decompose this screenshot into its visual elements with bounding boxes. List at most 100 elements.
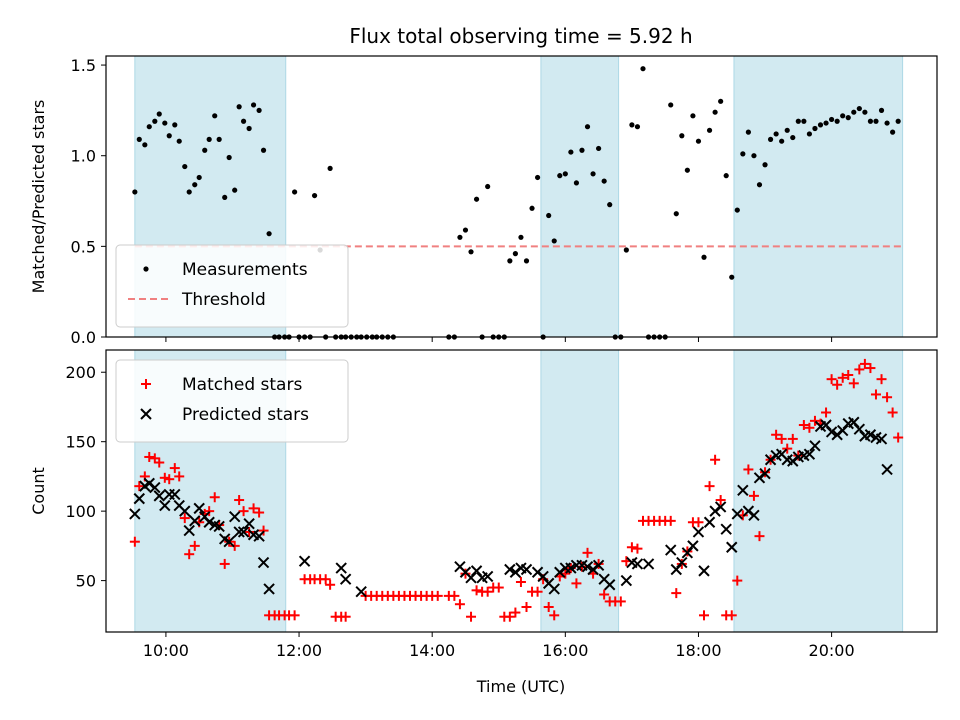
- measurement-point: [176, 138, 182, 144]
- measurement-point: [751, 153, 757, 159]
- plot-frame: [105, 349, 938, 633]
- predicted-point: [698, 565, 710, 577]
- series-measurements: [132, 66, 901, 340]
- matched-point: [787, 433, 798, 444]
- predicted-point: [726, 541, 738, 553]
- predicted-point: [233, 526, 245, 538]
- predicted-point: [825, 426, 838, 438]
- measurement-point: [546, 212, 552, 219]
- predicted-point: [504, 563, 516, 576]
- measurement-point: [601, 178, 607, 184]
- matched-point: [771, 429, 782, 440]
- predicted-point: [339, 573, 352, 585]
- measurement-point: [146, 124, 152, 130]
- legend-box: [115, 244, 349, 328]
- predicted-point: [703, 516, 716, 528]
- x-axis-label: Time (UTC): [476, 677, 565, 696]
- predicted-point: [687, 540, 699, 552]
- matched-point: [754, 531, 765, 542]
- legend: Matched stars Predicted stars: [115, 359, 349, 443]
- shaded-interval: [733, 55, 904, 338]
- matched-point: [515, 576, 526, 587]
- predicted-point: [149, 481, 161, 494]
- predicted-point: [133, 492, 145, 505]
- matched-point: [710, 454, 721, 465]
- predicted-point: [335, 562, 347, 574]
- predicted-point: [243, 517, 255, 530]
- predicted-point: [481, 570, 494, 583]
- matched-point: [743, 464, 754, 475]
- measurement-point: [596, 145, 602, 152]
- legend-marker: [140, 408, 152, 420]
- measurement-point: [568, 149, 574, 155]
- measurement-point: [551, 238, 557, 244]
- measurement-point: [790, 134, 796, 141]
- y-axis-label: Count: [29, 467, 48, 515]
- predicted-point: [592, 559, 605, 572]
- x-tick-label: 16:00: [542, 641, 588, 660]
- matched-point: [234, 495, 245, 506]
- matched-point: [626, 542, 637, 553]
- measurement-point: [784, 127, 790, 133]
- measurement-point: [226, 154, 232, 161]
- matched-point: [748, 490, 759, 501]
- matched-point: [798, 420, 809, 431]
- shaded-interval: [733, 349, 904, 633]
- matched-point: [893, 432, 904, 443]
- matched-point: [782, 443, 793, 454]
- measurement-point: [327, 165, 333, 171]
- matched-point: [876, 374, 887, 385]
- predicted-point: [620, 574, 633, 587]
- measurement-point: [136, 136, 142, 142]
- measurement-point: [142, 142, 148, 148]
- matched-point: [449, 590, 460, 601]
- matched-point: [832, 379, 843, 390]
- measurement-point: [172, 122, 178, 128]
- matched-point: [254, 507, 265, 518]
- measurement-point: [562, 171, 568, 177]
- measurement-point: [523, 258, 530, 264]
- matched-point: [859, 358, 870, 369]
- y-tick-label: 200: [65, 363, 96, 382]
- measurement-point: [856, 105, 862, 112]
- measurement-point: [884, 120, 890, 126]
- predicted-point: [153, 490, 165, 502]
- measurement-point: [232, 187, 238, 193]
- predicted-point: [603, 579, 616, 591]
- measurement-point: [507, 258, 513, 264]
- series-matched-stars: [129, 358, 904, 622]
- predicted-point: [676, 556, 688, 569]
- matched-point: [482, 586, 493, 597]
- measurement-point: [795, 118, 801, 124]
- legend-marker: [141, 379, 151, 389]
- predicted-point: [169, 488, 181, 501]
- measurement-point: [634, 124, 641, 130]
- x-tick-label: 12:00: [276, 641, 322, 660]
- legend-box: [115, 359, 349, 443]
- measurement-point: [773, 131, 779, 137]
- x-tick-label: 10:00: [143, 641, 189, 660]
- measurement-point: [250, 102, 257, 108]
- matched-point: [466, 611, 477, 622]
- measurement-point: [673, 211, 679, 217]
- matched-point: [454, 599, 465, 610]
- matched-point: [826, 374, 837, 385]
- matched-point: [726, 610, 737, 621]
- matched-point: [809, 415, 820, 426]
- matched-point: [704, 481, 715, 492]
- measurement-point: [457, 234, 463, 240]
- predicted-point: [193, 502, 205, 515]
- matched-point: [179, 513, 190, 524]
- predicted-point: [714, 501, 727, 513]
- measurement-point: [878, 107, 885, 113]
- measurement-point: [740, 151, 746, 157]
- measurement-point: [828, 116, 835, 123]
- predicted-point: [875, 433, 888, 445]
- measurement-point: [890, 129, 896, 135]
- predicted-point: [257, 556, 270, 569]
- matched-point: [870, 389, 881, 400]
- measurement-point: [166, 133, 172, 139]
- matched-point: [821, 407, 832, 418]
- matched-point: [144, 451, 155, 462]
